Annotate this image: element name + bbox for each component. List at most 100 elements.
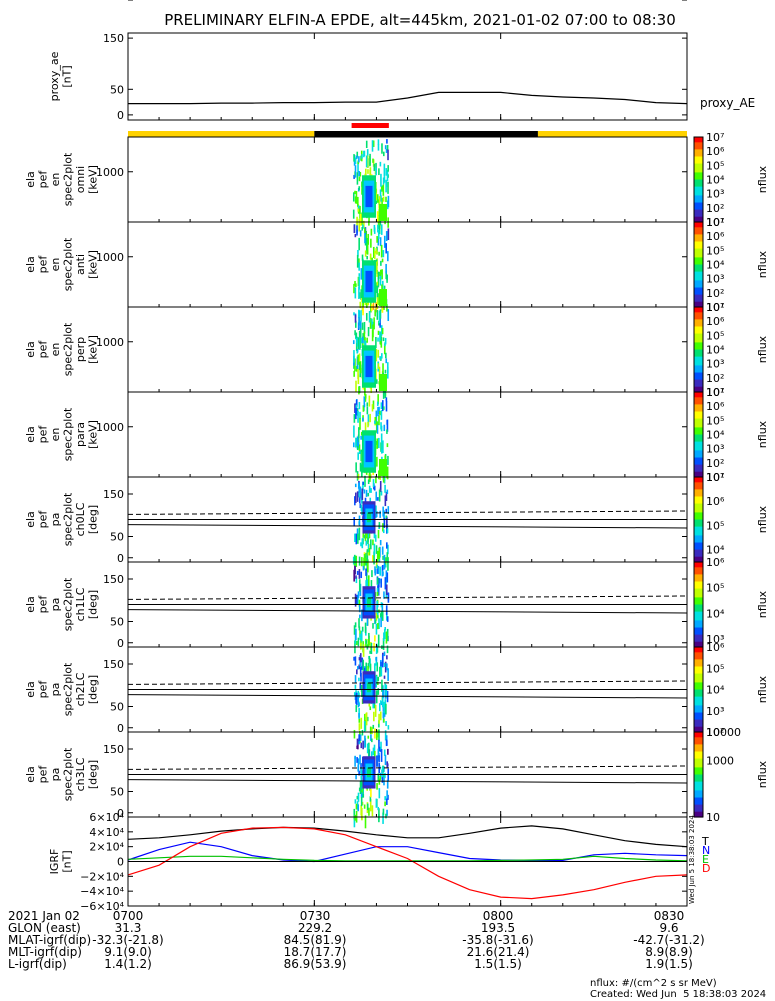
- spectrogram-pixel: [359, 450, 361, 455]
- colorbar-cell: [694, 799, 703, 802]
- colorbar-cell: [694, 172, 703, 175]
- colorbar-cell: [694, 680, 703, 684]
- colorbar-cell: [694, 657, 703, 660]
- colorbar-cell: [694, 457, 703, 460]
- colorbar-cell: [694, 537, 703, 540]
- colorbar-cell: [694, 351, 703, 354]
- spectrogram-pixel: [367, 663, 370, 669]
- spectrogram-pixel: [359, 301, 362, 309]
- spectrogram-core: [378, 374, 387, 391]
- colorbar-cell: [694, 246, 703, 250]
- colorbar-cell: [694, 662, 703, 666]
- colorbar-cell: [694, 370, 703, 374]
- colorbar-tick-label: 10¹: [706, 216, 724, 229]
- spectrogram-pixel: [385, 584, 388, 596]
- colorbar-cell: [694, 581, 703, 584]
- colorbar-cell: [694, 216, 703, 220]
- ylabel-pa_ch1LC: pa: [49, 598, 62, 612]
- spectrogram-pixel: [367, 638, 370, 648]
- colorbar-cell: [694, 395, 703, 398]
- colorbar-cell: [694, 400, 703, 404]
- spectrogram-pixel: [367, 543, 370, 555]
- spectrogram-pixel: [361, 212, 363, 226]
- panel-pa_ch3LC: elapefpaspec2plotch3LC[deg]1501005001000…: [24, 0, 769, 829]
- colorbar-cell: [694, 588, 703, 591]
- colorbar-cell: [694, 441, 703, 444]
- plot-title: PRELIMINARY ELFIN-A EPDE, alt=445km, 202…: [164, 11, 676, 29]
- colorbar-cell: [694, 788, 703, 792]
- spectrogram-pixel: [362, 333, 364, 338]
- ytick-label-proxy_ae: 100: [103, 0, 124, 3]
- spectrogram-pixel: [355, 492, 357, 504]
- spectrogram-pixel: [358, 603, 361, 613]
- colorbar-cell: [694, 260, 703, 264]
- spectrogram-pixel: [361, 789, 363, 795]
- spectrogram-pixel: [362, 794, 365, 798]
- spectrogram-pixel: [374, 420, 376, 424]
- panel-frame: [127, 816, 688, 907]
- spectrogram-pixel: [385, 491, 388, 501]
- colorbar-cell: [694, 576, 703, 579]
- colorbar-cell: [694, 622, 703, 625]
- colorbar-cell: [694, 567, 703, 570]
- spectrogram-pixel: [376, 194, 379, 203]
- spectrogram-pixel: [385, 515, 388, 519]
- colorbar-tick-label: 10²: [706, 457, 724, 470]
- colorbar-label: nflux: [756, 675, 769, 703]
- colorbar-cell: [694, 781, 703, 784]
- spectrogram-pixel: [385, 684, 388, 697]
- colorbar-cell: [694, 629, 703, 632]
- spectrogram-pixel: [377, 729, 379, 738]
- spectrogram-pixel: [353, 656, 355, 661]
- ytick-label-en_anti: 1000: [96, 251, 124, 264]
- spectrogram-pixel: [353, 350, 355, 363]
- colorbar-cell: [694, 650, 703, 653]
- spectrogram-pixel: [378, 578, 380, 588]
- spectrogram-pixel: [381, 327, 384, 335]
- spectrogram-pixel: [364, 340, 367, 349]
- spectrogram-pixel: [358, 664, 360, 670]
- spectrogram-pixel: [365, 580, 367, 588]
- colorbar-cell: [694, 753, 703, 756]
- spectrogram-pixel: [387, 668, 389, 681]
- colorbar-cell: [694, 600, 703, 604]
- orbit-segment-shadow: [314, 131, 538, 137]
- colorbar-cell: [694, 291, 703, 294]
- colorbar-cell: [694, 383, 703, 386]
- spectrogram-core: [365, 355, 373, 378]
- panel-frame: [127, 221, 688, 308]
- colorbar-tick-label: 10⁷: [706, 471, 724, 484]
- spectrogram-pixel: [373, 485, 376, 491]
- spectrogram-pixel: [376, 550, 379, 563]
- units-note: nflux: #/(cm^2 s sr MeV): [590, 978, 717, 989]
- colorbar-cell: [694, 230, 703, 234]
- spectrogram-pixel: [371, 738, 373, 743]
- ytick-label-proxy_ae: 50: [110, 83, 124, 96]
- colorbar-cell: [694, 213, 703, 216]
- spectrogram-pixel: [386, 655, 388, 660]
- spectrogram-pixel: [361, 227, 364, 231]
- spectrogram-pixel: [364, 422, 367, 435]
- spectrogram-pixel: [365, 155, 368, 168]
- spectrogram-pixel: [364, 396, 367, 402]
- ylabel-en_para: pef: [37, 425, 50, 444]
- colorbar-cell: [694, 760, 703, 763]
- legend-entry: proxy_AE: [700, 96, 755, 110]
- spectrogram-pixel: [375, 661, 378, 666]
- spectrogram-pixel: [358, 176, 361, 182]
- spectrogram-pixel: [364, 394, 367, 399]
- spectrogram-pixel: [354, 558, 357, 565]
- colorbar-cell: [694, 498, 703, 501]
- spectrogram-pixel: [361, 154, 363, 159]
- colorbar-cell: [694, 151, 703, 154]
- ylabel-pa_ch2LC: spec2plot: [62, 662, 75, 716]
- ylabel-en_anti: ela: [24, 256, 37, 273]
- colorbar-cell: [694, 538, 703, 542]
- colorbar-cell: [694, 360, 703, 363]
- spectrogram-pixel: [374, 704, 377, 717]
- panel-frame: [127, 32, 688, 121]
- spectrogram-pixel: [364, 815, 367, 829]
- colorbar-cell: [694, 425, 703, 429]
- colorbar-cell: [694, 755, 703, 758]
- loss-cone-line: [127, 779, 688, 784]
